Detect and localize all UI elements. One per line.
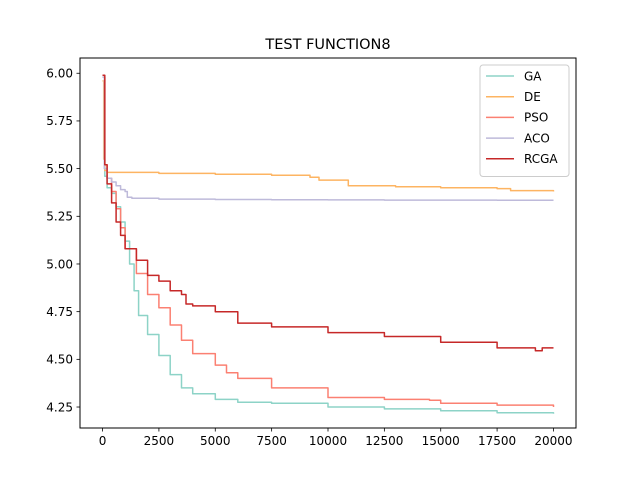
legend-label-pso: PSO <box>524 111 548 125</box>
y-tick-label: 5.25 <box>46 210 73 224</box>
x-tick-label: 5000 <box>200 434 231 448</box>
legend-label-ga: GA <box>524 69 542 83</box>
y-tick-label: 6.00 <box>46 67 73 81</box>
chart-title: TEST FUNCTION8 <box>264 37 390 53</box>
legend-label-aco: ACO <box>524 131 550 145</box>
series-line-pso <box>102 76 555 407</box>
x-tick-label: 7500 <box>256 434 287 448</box>
y-tick-label: 4.75 <box>46 305 73 319</box>
x-tick-label: 10000 <box>309 434 347 448</box>
legend-label-rcga: RCGA <box>524 152 558 166</box>
x-tick-label: 17500 <box>478 434 516 448</box>
x-tick-label: 12500 <box>365 434 403 448</box>
x-tick-label: 0 <box>99 434 107 448</box>
x-tick-label: 2500 <box>144 434 175 448</box>
legend-label-de: DE <box>524 90 541 104</box>
series-line-aco <box>102 76 554 202</box>
x-tick-label: 20000 <box>534 434 572 448</box>
plot-area <box>102 74 555 414</box>
legend-box <box>479 64 570 177</box>
y-tick-label: 5.00 <box>46 257 73 271</box>
y-tick-label: 5.75 <box>46 114 73 128</box>
legend: GA DE PSO ACO RCGA <box>479 64 570 177</box>
x-axis: 0 2500 5000 7500 10000 12500 15000 17500 20000 <box>99 428 573 448</box>
y-tick-label: 5.50 <box>46 162 73 176</box>
y-axis: 4.25 4.50 4.75 5.00 5.25 5.50 5.75 6.00 <box>46 67 80 414</box>
y-tick-label: 4.25 <box>46 400 73 414</box>
x-tick-label: 15000 <box>422 434 460 448</box>
series-line-rcga <box>102 74 554 352</box>
y-tick-label: 4.50 <box>46 353 73 367</box>
